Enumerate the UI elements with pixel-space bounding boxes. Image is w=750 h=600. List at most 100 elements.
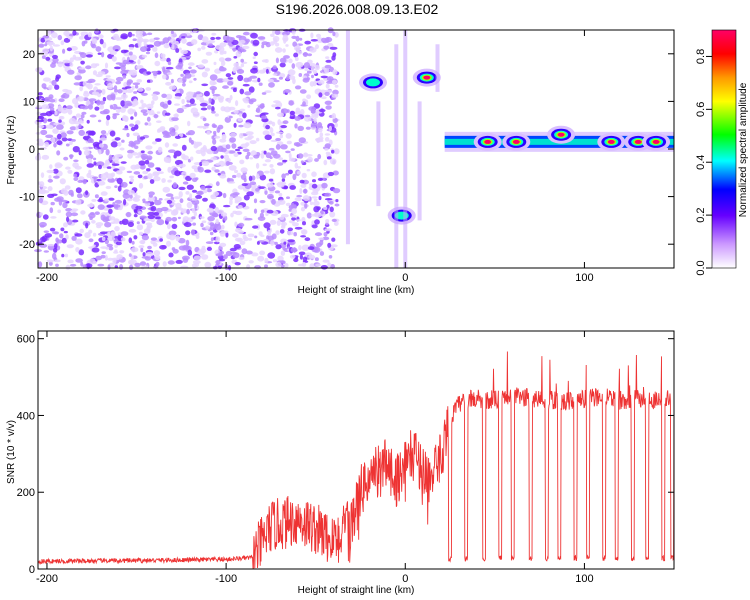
spectrogram-noise-blob [294, 116, 301, 121]
spectrogram-noise-blob [38, 197, 44, 204]
spectrogram-noise-blob [66, 105, 73, 110]
spectrogram-noise-blob [162, 37, 170, 44]
spectrogram-noise-blob [238, 113, 243, 117]
spectrogram-noise-blob [80, 60, 85, 65]
spectrogram-noise-blob [213, 95, 217, 101]
spectrogram-noise-blob [210, 145, 217, 152]
spectrogram-noise-blob [126, 81, 132, 86]
spectrogram-noise-blob [119, 264, 124, 270]
spectrogram-noise-blob [219, 242, 227, 247]
spectrogram-noise-blob [293, 232, 298, 237]
spectrogram-noise-blob [138, 182, 144, 189]
spectrogram-noise-blob [121, 218, 129, 225]
snr-y-ticks: 0 200 400 600 [17, 334, 674, 576]
spectrogram-noise-blob [295, 35, 300, 42]
spectrogram-noise-blob [130, 126, 136, 132]
spectrogram-noise-blob [181, 153, 186, 160]
spectrogram-noise-blob [80, 261, 84, 267]
spectrogram-noise-blob [304, 202, 308, 209]
spectrogram-noise-blob [202, 145, 207, 151]
spectrogram-noise-blob [262, 130, 270, 136]
spectrogram-noise-blob [38, 43, 45, 48]
spectrogram-noise-blob [128, 253, 132, 257]
spectrogram-noise-blob [232, 233, 239, 238]
spectrogram-noise-blob [238, 256, 245, 260]
spectrogram-noise-blob [286, 230, 294, 236]
spectrogram-noise-blob [124, 115, 129, 122]
spectrogram-noise-blob [51, 137, 56, 143]
spectrogram-noise-blob [104, 221, 112, 228]
spectrogram-noise-blob [129, 194, 133, 199]
spectrogram-noise-blob [91, 247, 100, 253]
spectrogram-noise-blob [145, 51, 151, 55]
spectrogram-noise-blob [245, 131, 254, 136]
spectrogram-noise-blob [296, 219, 302, 222]
spectrogram-noise-blob [285, 76, 290, 81]
spectrogram-noise-blob [86, 119, 90, 124]
spectrogram-noise-blob [101, 51, 105, 58]
spectrogram-noise-blob [156, 111, 161, 114]
spectrogram-noise-blob [78, 123, 82, 129]
spectrogram-noise-blob [288, 100, 294, 106]
spectrogram-noise-blob [140, 46, 147, 52]
spectrogram-noise-blob [116, 254, 123, 260]
spectrogram-noise-blob [81, 105, 89, 110]
spectrogram-noise-blob [171, 223, 178, 229]
spectrogram-noise-blob [329, 206, 334, 213]
spectrogram-noise-blob [297, 166, 301, 169]
spectrogram-noise-blob [127, 152, 133, 159]
spectrogram-noise-blob [139, 240, 146, 245]
spectrogram-noise-blob [243, 77, 250, 83]
spectrogram-noise-blob [58, 115, 65, 120]
spectrogram-noise-blob [123, 199, 127, 206]
spectrogram-noise-blob [64, 253, 69, 258]
spectrogram-noise-blob [332, 31, 336, 37]
spectrogram-noise-blob [98, 149, 102, 155]
spectrogram-noise-blob [232, 66, 237, 74]
spectrogram-noise-blob [325, 222, 329, 226]
spectrogram-noise-blob [258, 186, 266, 190]
spectrogram-noise-blob [85, 54, 93, 58]
spectrogram-noise-blob [215, 44, 223, 50]
spectrogram-noise-blob [141, 155, 147, 161]
spectrogram-noise-blob [98, 164, 102, 170]
colorbar-tick-label: 0.4 [695, 155, 707, 170]
spectrogram-noise-blob [220, 155, 224, 159]
spectrogram-noise-blob [146, 79, 151, 83]
spectrogram-noise-blob [300, 160, 304, 164]
spectrogram-noise-blob [302, 77, 310, 83]
spectrogram-noise-blob [167, 61, 172, 66]
spectrogram-noise-blob [323, 159, 328, 166]
spectrogram-noise-blob [181, 255, 190, 261]
spectrogram-noise-blob [170, 202, 176, 206]
spectrogram-noise-blob [223, 254, 228, 260]
spectrogram-noise-blob [193, 255, 201, 261]
spectrogram-noise-blob [46, 169, 55, 174]
spectrogram-noise-blob [165, 193, 174, 197]
spectrogram-noise-blob [271, 104, 277, 108]
spectrogram-noise-blob [201, 46, 206, 50]
spectrogram-noise-blob [311, 74, 314, 79]
snr-y-tick-label: 200 [17, 487, 35, 499]
spectrogram-noise-blob [266, 209, 274, 214]
spectrogram-noise-blob [324, 100, 332, 106]
spectrogram-noise-blob [88, 169, 92, 175]
spectrogram-noise-blob [326, 156, 332, 160]
spectrogram-noise-blob [310, 32, 314, 39]
spectrogram-noise-blob [52, 128, 59, 134]
spectrogram-noise-blob [240, 167, 248, 174]
spectrogram-noise-blob [265, 152, 272, 159]
spectrogram-noise-blob [291, 35, 297, 40]
spectrogram-noise-blob [72, 146, 80, 153]
spectrogram-noise-blob [182, 76, 187, 83]
spectrogram-noise-blob [291, 214, 297, 218]
spectrogram-noise-blob [190, 229, 196, 236]
spectrogram-noise-blob [256, 107, 261, 113]
spectrogram-noise-blob [63, 30, 70, 37]
spectrogram-noise-blob [109, 105, 114, 110]
spectrogram-noise-blob [144, 159, 150, 165]
spectrogram-noise-blob [125, 61, 131, 65]
spectrogram-noise-blob [74, 75, 82, 81]
spectrogram-noise-blob [43, 86, 47, 90]
spectrogram-noise-blob [288, 220, 295, 224]
